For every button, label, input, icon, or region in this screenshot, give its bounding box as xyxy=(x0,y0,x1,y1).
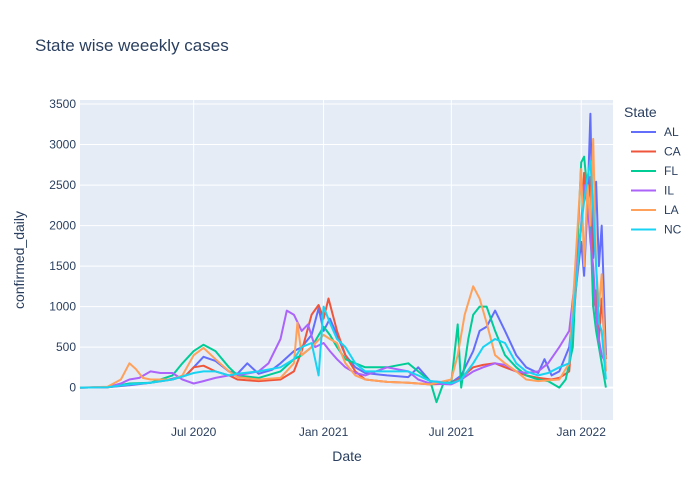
legend-label: NC xyxy=(664,223,682,237)
chart-title: State wise weeekly cases xyxy=(35,36,229,55)
gridlines xyxy=(80,100,613,420)
legend-label: AL xyxy=(664,125,679,139)
legend-item-fl[interactable]: FL xyxy=(631,164,678,178)
y-tick-label: 0 xyxy=(69,381,76,395)
y-axis-title: confirmed_daily xyxy=(11,211,27,309)
legend-label: LA xyxy=(664,203,679,217)
y-tick-label: 500 xyxy=(56,340,76,354)
x-tick-label: Jul 2021 xyxy=(429,425,475,439)
legend-title: State xyxy=(624,104,657,120)
legend-item-il[interactable]: IL xyxy=(631,184,674,198)
legend-item-nc[interactable]: NC xyxy=(631,223,682,237)
plot-area[interactable] xyxy=(80,100,613,420)
legend-label: CA xyxy=(664,145,681,159)
legend-items: AL CA FL IL LA NC xyxy=(631,125,682,237)
x-tick-label: Jul 2020 xyxy=(171,425,217,439)
y-tick-label: 2000 xyxy=(49,219,76,233)
legend-item-ca[interactable]: CA xyxy=(631,145,681,159)
y-tick-label: 2500 xyxy=(49,178,76,192)
y-tick-label: 1000 xyxy=(49,300,76,314)
series-line-nc[interactable] xyxy=(79,159,607,389)
x-axis-ticks: Jul 2020 Jan 2021 Jul 2021 Jan 2022 xyxy=(171,425,606,439)
y-axis-ticks: 0 500 1000 1500 2000 2500 3000 3500 xyxy=(49,97,76,395)
legend-item-la[interactable]: LA xyxy=(631,203,679,217)
series-line-la[interactable] xyxy=(79,137,607,389)
x-tick-label: Jan 2022 xyxy=(557,425,607,439)
x-tick-label: Jan 2021 xyxy=(299,425,349,439)
y-tick-label: 1500 xyxy=(49,259,76,273)
y-tick-label: 3000 xyxy=(49,138,76,152)
legend-label: IL xyxy=(664,184,674,198)
y-tick-label: 3500 xyxy=(49,97,76,111)
legend-label: FL xyxy=(664,164,678,178)
legend-item-al[interactable]: AL xyxy=(631,125,679,139)
x-axis-title: Date xyxy=(332,448,362,464)
legend: State AL CA FL IL LA NC xyxy=(624,104,682,237)
series-lines xyxy=(79,112,607,404)
